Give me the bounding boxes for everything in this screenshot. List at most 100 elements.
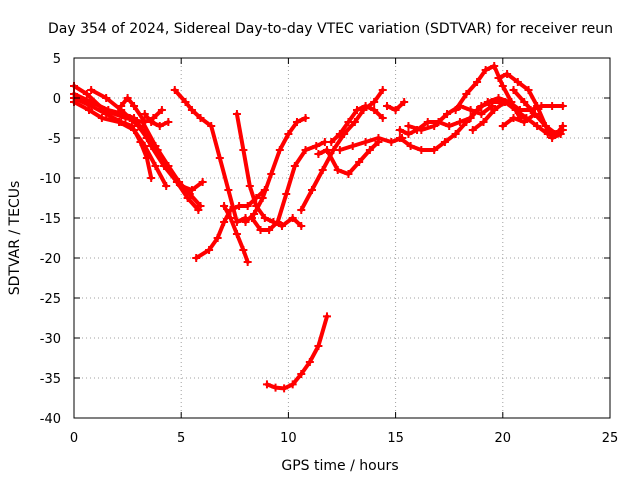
data-point: [102, 94, 111, 102]
data-point: [288, 380, 297, 389]
data-point: [297, 206, 306, 214]
data-point: [284, 130, 293, 138]
data-point: [185, 190, 194, 198]
data-point: [494, 74, 503, 82]
series-line: [453, 64, 522, 120]
data-point: [509, 86, 518, 94]
data-point: [175, 178, 184, 186]
series-arc-11: [220, 202, 252, 266]
data-point: [207, 122, 216, 130]
data-point: [282, 190, 291, 198]
series-arc-27: [262, 312, 331, 393]
data-point: [147, 174, 156, 182]
data-point: [164, 162, 173, 170]
data-series: [70, 62, 567, 393]
data-point: [548, 102, 557, 110]
data-point: [498, 122, 507, 130]
data-point: [151, 162, 160, 170]
data-point: [395, 126, 404, 134]
data-point: [500, 98, 509, 106]
data-point: [490, 106, 499, 114]
data-point: [243, 258, 252, 266]
data-point: [147, 118, 156, 126]
chart-title: Day 354 of 2024, Sidereal Day-to-day VTE…: [48, 21, 613, 37]
series-arc-16: [327, 102, 387, 146]
data-point: [511, 106, 520, 114]
data-point: [404, 130, 413, 138]
data-point: [164, 118, 173, 126]
data-point: [524, 86, 533, 94]
data-point: [383, 102, 392, 110]
data-point: [226, 214, 235, 222]
data-point: [335, 146, 344, 154]
data-point: [378, 86, 387, 94]
data-point: [198, 178, 207, 186]
data-point: [400, 98, 409, 106]
series-arc-12: [241, 114, 310, 226]
data-point: [125, 114, 134, 122]
series-arc-17: [335, 134, 407, 154]
data-point: [462, 118, 471, 126]
series-line: [470, 100, 550, 136]
y-tick-label: 0: [53, 92, 61, 107]
data-point: [239, 246, 248, 254]
data-point: [247, 214, 256, 222]
data-point: [273, 218, 282, 226]
data-point: [361, 138, 370, 146]
series-line: [496, 72, 563, 140]
data-point: [483, 98, 492, 106]
y-tick-label: -5: [48, 132, 61, 147]
series-arc-19: [395, 98, 507, 138]
data-point: [374, 134, 383, 142]
data-point: [417, 126, 426, 134]
y-tick-label: -20: [40, 252, 61, 267]
data-point: [451, 130, 460, 138]
data-point: [97, 114, 106, 122]
data-point: [509, 114, 518, 122]
data-point: [361, 102, 370, 110]
data-point: [314, 342, 323, 350]
data-point: [307, 186, 316, 194]
data-point: [395, 134, 404, 142]
data-point: [220, 218, 229, 226]
y-tick-label: -35: [40, 372, 61, 387]
series-arc-18: [383, 98, 409, 114]
data-point: [192, 254, 201, 262]
data-point: [533, 122, 542, 130]
x-tick-label: 25: [602, 431, 619, 446]
data-point: [290, 162, 299, 170]
data-point: [87, 102, 96, 110]
plot-frame: [73, 57, 611, 419]
x-tick-label: 0: [70, 431, 78, 446]
data-point: [196, 202, 205, 210]
y-tick-label: -15: [40, 212, 61, 227]
x-tick-label: 10: [280, 431, 297, 446]
data-point: [130, 102, 139, 110]
x-tick-label: 5: [177, 431, 185, 446]
data-point: [473, 78, 482, 86]
data-point: [220, 202, 229, 210]
data-point: [503, 70, 512, 78]
data-point: [378, 114, 387, 122]
y-tick-label: -25: [40, 292, 61, 307]
data-point: [513, 78, 522, 86]
data-point: [430, 146, 439, 154]
data-point: [327, 138, 336, 146]
data-point: [322, 146, 331, 154]
data-point: [232, 110, 241, 118]
data-point: [117, 102, 126, 110]
data-point: [404, 122, 413, 130]
data-point: [239, 146, 248, 154]
data-point: [215, 154, 224, 162]
data-point: [267, 170, 276, 178]
data-point: [82, 90, 91, 98]
data-point: [181, 98, 190, 106]
series-arc-6: [117, 94, 166, 126]
series-line: [142, 112, 171, 128]
x-tick-label: 20: [495, 431, 512, 446]
series-arc-26: [509, 86, 567, 138]
data-point: [530, 110, 539, 118]
data-point: [142, 154, 151, 162]
data-point: [520, 118, 529, 126]
data-point: [155, 122, 164, 130]
